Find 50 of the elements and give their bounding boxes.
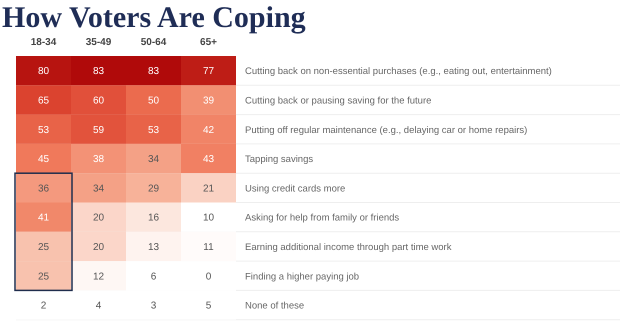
data-label: 3: [150, 300, 157, 312]
data-label: 10: [202, 212, 214, 224]
data-label: 42: [202, 124, 214, 136]
data-label: 16: [148, 212, 160, 224]
data-label: 53: [148, 124, 160, 136]
data-label: 29: [148, 183, 160, 194]
data-label: 38: [92, 154, 104, 166]
data-label: 13: [148, 242, 160, 253]
data-label: 21: [202, 183, 214, 194]
y-tick-label: Putting off regular maintenance (e.g., delaying car or home repairs): [245, 124, 528, 136]
data-label: 41: [38, 212, 50, 224]
data-label: 2: [40, 300, 47, 312]
data-label: 83: [148, 66, 160, 78]
data-label: 34: [92, 183, 104, 194]
data-label: 60: [92, 95, 104, 106]
data-label: 39: [202, 95, 214, 106]
data-label: 59: [92, 124, 104, 136]
data-label: 20: [92, 242, 104, 253]
y-tick-label: Tapping savings: [245, 154, 314, 166]
data-label: 80: [38, 66, 50, 78]
data-label: 34: [148, 154, 160, 166]
y-tick-label: Earning additional income through part time work: [245, 242, 452, 253]
x-tick-label: 65+: [200, 37, 218, 48]
data-label: 43: [202, 154, 214, 166]
data-label: 4: [96, 300, 102, 312]
y-tick-label: Cutting back on non-essential purchases (e.g., eating out, entertainment): [245, 66, 552, 78]
y-tick-label: Cutting back or pausing saving for the future: [245, 95, 432, 106]
data-label: 20: [92, 212, 104, 224]
x-tick-label: 50-64: [140, 37, 167, 48]
data-label: 25: [38, 242, 50, 253]
data-label: 77: [202, 66, 214, 78]
data-label: 6: [150, 271, 157, 282]
data-label: 83: [92, 66, 104, 78]
data-label: 36: [38, 183, 50, 194]
x-tick-label: 18-34: [30, 37, 57, 48]
chart-title: How Voters Are Coping: [2, 1, 306, 34]
y-tick-label: None of these: [245, 300, 304, 312]
y-tick-label: Finding a higher paying job: [245, 271, 360, 282]
data-label: 45: [38, 154, 50, 166]
y-tick-label: Asking for help from family or friends: [245, 212, 400, 224]
data-label: 65: [38, 95, 50, 106]
data-label: 12: [92, 271, 104, 282]
data-label: 53: [38, 124, 50, 136]
y-tick-label: Using credit cards more: [245, 183, 346, 194]
data-label: 5: [206, 300, 212, 312]
data-label: 25: [38, 271, 50, 282]
x-tick-label: 35-49: [86, 37, 112, 48]
data-label: 11: [203, 242, 214, 253]
data-label: 50: [148, 95, 160, 106]
data-label: 0: [206, 271, 212, 282]
